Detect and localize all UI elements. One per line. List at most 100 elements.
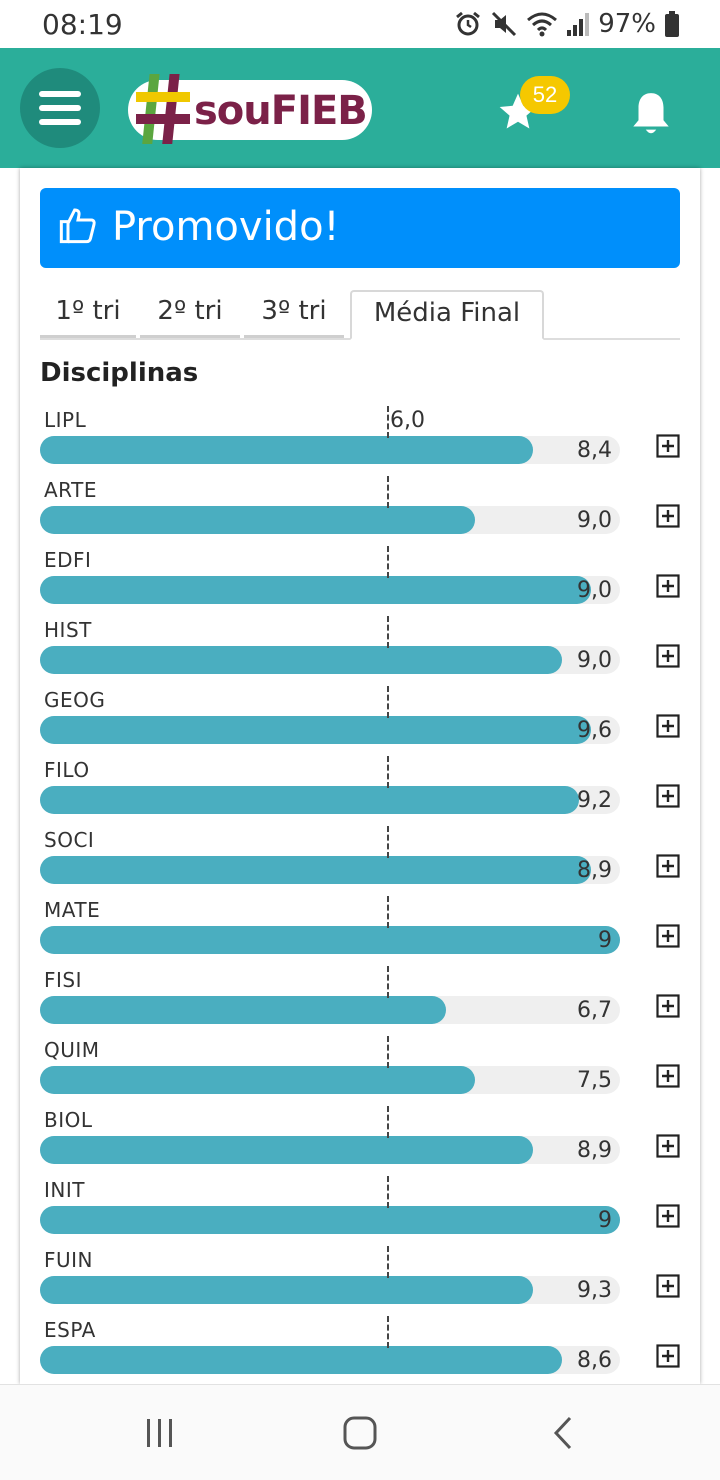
- status-time: 08:19: [42, 8, 123, 41]
- grade-row: FISI 6,7: [40, 966, 700, 1038]
- expand-plus-icon[interactable]: [656, 854, 680, 878]
- grade-bar-fill: [40, 436, 533, 464]
- subject-name: QUIM: [44, 1038, 100, 1062]
- passing-threshold-line: [387, 406, 389, 438]
- subject-name: FUIN: [44, 1248, 94, 1272]
- passing-threshold-line: [387, 1176, 389, 1208]
- subject-name: FISI: [44, 968, 82, 992]
- grade-value: 8,9: [577, 1138, 612, 1163]
- passing-threshold-line: [387, 616, 389, 648]
- grade-value: 7,5: [577, 1068, 612, 1093]
- menu-line: [39, 119, 81, 125]
- tab-2-tri[interactable]: 2º tri: [140, 296, 240, 338]
- grade-row: HIST 9,0: [40, 616, 700, 688]
- grade-row: FUIN 9,3: [40, 1246, 700, 1318]
- expand-plus-icon[interactable]: [656, 574, 680, 598]
- expand-plus-icon[interactable]: [656, 504, 680, 528]
- grade-row: BIOL 8,9: [40, 1106, 700, 1178]
- grade-row: ARTE 9,0: [40, 476, 700, 548]
- grade-row: MATE 9: [40, 896, 700, 968]
- grade-value: 9,6: [577, 718, 612, 743]
- grade-value: 6,7: [577, 998, 612, 1023]
- subject-name: INIT: [44, 1178, 85, 1202]
- expand-plus-icon[interactable]: [656, 924, 680, 948]
- expand-plus-icon[interactable]: [656, 784, 680, 808]
- passing-threshold-line: [387, 686, 389, 718]
- passing-threshold-line: [387, 1246, 389, 1278]
- expand-plus-icon[interactable]: [656, 1344, 680, 1368]
- status-icons: 97%: [454, 9, 680, 39]
- subject-name: FILO: [44, 758, 90, 782]
- promoted-text: Promovido!: [112, 204, 340, 250]
- grade-value: 8,4: [577, 438, 612, 463]
- subject-name: LIPL: [44, 408, 87, 432]
- section-title: Disciplinas: [40, 358, 199, 388]
- grade-value: 9: [598, 928, 612, 953]
- battery-percent: 97%: [598, 9, 656, 39]
- logo-text: souFIEB: [194, 88, 368, 134]
- recent-apps-icon[interactable]: [140, 1413, 180, 1453]
- subject-name: EDFI: [44, 548, 92, 572]
- expand-plus-icon[interactable]: [656, 434, 680, 458]
- grade-bar-fill: [40, 786, 579, 814]
- expand-plus-icon[interactable]: [656, 644, 680, 668]
- subject-name: ARTE: [44, 478, 97, 502]
- grade-bar-fill: [40, 1346, 562, 1374]
- expand-plus-icon[interactable]: [656, 714, 680, 738]
- grade-bar-fill: [40, 926, 620, 954]
- grade-value: 8,9: [577, 858, 612, 883]
- grade-row: GEOG 9,6: [40, 686, 700, 758]
- grade-row: LIPL 8,4: [40, 406, 700, 478]
- grade-bar-fill: [40, 576, 591, 604]
- period-tabs: 1º tri 2º tri 3º tri Média Final: [40, 288, 680, 340]
- grade-row: FILO 9,2: [40, 756, 700, 828]
- home-icon[interactable]: [340, 1413, 380, 1453]
- grade-bar-fill: [40, 716, 591, 744]
- grade-row: SOCI 8,9: [40, 826, 700, 898]
- battery-icon: [665, 11, 679, 37]
- subject-name: BIOL: [44, 1108, 93, 1132]
- back-icon[interactable]: [544, 1413, 584, 1453]
- grade-value: 9,3: [577, 1278, 612, 1303]
- thumbs-up-icon: [59, 208, 96, 244]
- grade-bar-fill: [40, 506, 475, 534]
- system-nav-bar: [0, 1384, 720, 1480]
- points-button[interactable]: 52: [494, 76, 574, 148]
- tab-3-tri[interactable]: 3º tri: [244, 296, 344, 338]
- subject-name: ESPA: [44, 1318, 96, 1342]
- expand-plus-icon[interactable]: [656, 1134, 680, 1158]
- points-badge: 52: [520, 76, 570, 114]
- tab-media-final[interactable]: Média Final: [350, 290, 544, 340]
- menu-button[interactable]: [20, 68, 100, 148]
- grade-bar-fill: [40, 996, 446, 1024]
- grade-value: 9: [598, 1208, 612, 1233]
- menu-line: [39, 91, 81, 97]
- subject-name: SOCI: [44, 828, 95, 852]
- app-bar: souFIEB 52: [0, 48, 720, 168]
- subject-name: MATE: [44, 898, 101, 922]
- menu-line: [39, 105, 81, 111]
- subject-name: GEOG: [44, 688, 106, 712]
- grade-value: 8,6: [577, 1348, 612, 1373]
- subject-name: HIST: [44, 618, 92, 642]
- grade-value: 9,0: [577, 578, 612, 603]
- tab-1-tri[interactable]: 1º tri: [40, 296, 136, 338]
- passing-threshold-line: [387, 826, 389, 858]
- passing-threshold-line: [387, 476, 389, 508]
- notifications-bell-icon[interactable]: [626, 88, 676, 140]
- expand-plus-icon[interactable]: [656, 1204, 680, 1228]
- expand-plus-icon[interactable]: [656, 1064, 680, 1088]
- expand-plus-icon[interactable]: [656, 1274, 680, 1298]
- passing-threshold-line: [387, 966, 389, 998]
- passing-threshold-line: [387, 896, 389, 928]
- expand-plus-icon[interactable]: [656, 994, 680, 1018]
- grade-row: INIT 9: [40, 1176, 700, 1248]
- mute-icon: [492, 11, 517, 37]
- grade-bar-fill: [40, 856, 591, 884]
- alarm-icon: [456, 11, 481, 36]
- grade-value: 9,0: [577, 648, 612, 673]
- soufieb-logo: souFIEB: [128, 70, 372, 148]
- star-icon: [499, 93, 537, 129]
- grade-bar-fill: [40, 1206, 620, 1234]
